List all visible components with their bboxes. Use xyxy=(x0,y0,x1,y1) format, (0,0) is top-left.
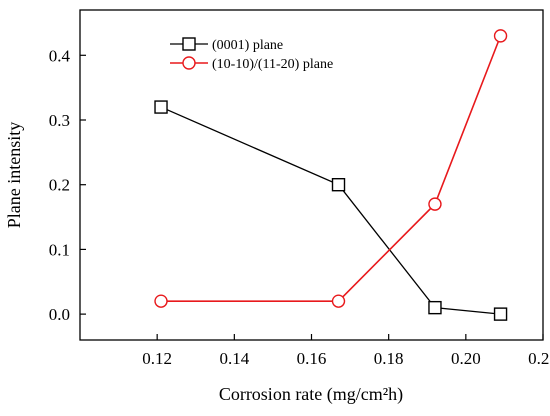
y-tick-label: 0.3 xyxy=(49,111,70,130)
y-axis-ticks: 0.0 0.1 0.2 0.3 0.4 xyxy=(49,46,86,324)
x-axis-ticks: 0.12 0.14 0.16 0.18 0.20 0.22 xyxy=(142,334,550,368)
data-point xyxy=(493,29,508,43)
series-2 xyxy=(154,29,508,308)
series-1 xyxy=(154,100,508,321)
y-tick-label: 0.2 xyxy=(49,176,70,195)
series-line xyxy=(161,35,502,302)
x-tick-label: 0.16 xyxy=(297,349,327,368)
data-point xyxy=(428,197,442,211)
y-tick-label: 0.4 xyxy=(49,46,71,65)
x-tick-label: 0.14 xyxy=(219,349,249,368)
data-point xyxy=(428,300,442,315)
legend-label: (0001) plane xyxy=(212,38,283,53)
series-line xyxy=(160,106,501,315)
y-axis-title: Plane intensity xyxy=(4,122,24,229)
x-tick-label: 0.20 xyxy=(451,349,481,368)
legend-label: (10-10)/(11-20) plane xyxy=(212,57,333,72)
data-point xyxy=(154,100,168,114)
data-point xyxy=(493,307,508,321)
legend-marker xyxy=(182,56,196,70)
legend-marker xyxy=(182,37,196,51)
legend: (0001) plane (10-10)/(11-20) plane xyxy=(170,37,333,72)
x-axis-title: Corrosion rate (mg/cm²h) xyxy=(219,384,403,405)
y-tick-label: 0.1 xyxy=(49,240,70,259)
y-tick-label: 0.0 xyxy=(49,305,70,324)
legend-entry: (10-10)/(11-20) plane xyxy=(170,56,333,72)
x-tick-label: 0.12 xyxy=(142,349,172,368)
legend-entry: (0001) plane xyxy=(170,37,283,53)
data-point xyxy=(331,294,346,308)
series-layer xyxy=(154,29,508,321)
x-tick-label: 0.18 xyxy=(374,349,404,368)
data-point xyxy=(331,178,346,192)
data-point xyxy=(154,294,168,308)
x-tick-label: 0.22 xyxy=(528,349,550,368)
